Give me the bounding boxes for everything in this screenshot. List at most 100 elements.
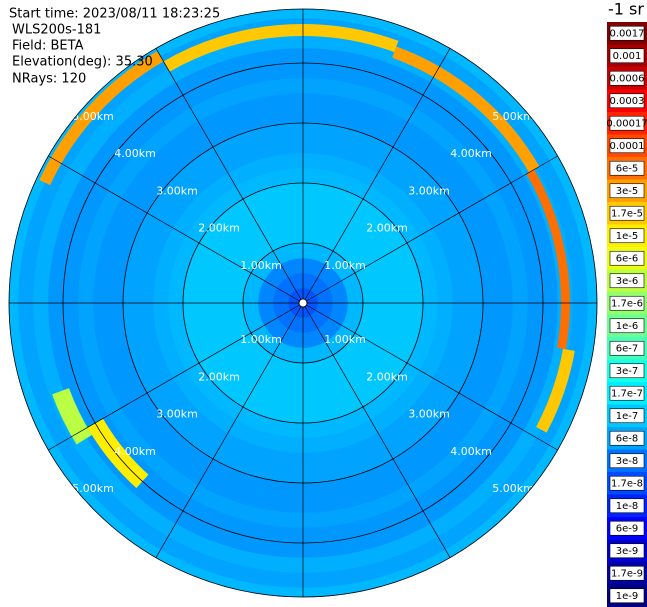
- colorbar-label: 1e-8: [616, 501, 639, 512]
- range-ring: [242, 242, 364, 364]
- colorbar-label-box: [609, 385, 645, 401]
- range-label: 1.00km: [240, 259, 282, 272]
- colorbar-label: 1e-6: [616, 321, 639, 332]
- colorbar-label-box: [609, 250, 645, 266]
- colorbar-label: 6e-6: [616, 253, 639, 264]
- colorbar-label: 1.7e-5: [611, 208, 643, 219]
- range-ring: [122, 122, 484, 484]
- colorbar-label-box: [609, 183, 645, 199]
- header-line: NRays: 120: [12, 72, 86, 87]
- colorbar-label-box: [609, 228, 645, 244]
- colorbar-label-box: [609, 475, 645, 491]
- range-label: 3.00km: [156, 408, 198, 421]
- range-label: 5.00km: [492, 110, 534, 123]
- colorbar-label: 3e-6: [616, 276, 639, 287]
- spoke: [302, 48, 451, 304]
- colorbar-label-box: [609, 565, 645, 581]
- colorbar-label-box: [609, 363, 645, 379]
- range-label: 3.00km: [408, 184, 450, 197]
- range-label: 2.00km: [366, 222, 408, 235]
- header-line: WLS200s-181: [12, 23, 101, 38]
- range-label: 1.00km: [240, 333, 282, 346]
- colorbar-label-box: [609, 205, 645, 221]
- range-label: 4.00km: [114, 445, 156, 458]
- range-label: 2.00km: [198, 370, 240, 383]
- spoke: [302, 155, 558, 304]
- colorbar-label: 1e-5: [616, 231, 639, 242]
- colorbar-label: 3e-7: [616, 366, 639, 377]
- colorbar-label-box: [609, 70, 645, 86]
- colorbar-label: 1e-7: [616, 411, 639, 422]
- colorbar-label-box: [609, 48, 645, 64]
- header-line: Start time: 2023/08/11 18:23:25: [9, 7, 220, 22]
- range-label: 4.00km: [450, 445, 492, 458]
- range-label: 4.00km: [114, 147, 156, 160]
- colorbar-label-box: [609, 498, 645, 514]
- range-label: 2.00km: [366, 370, 408, 383]
- spoke: [155, 302, 304, 558]
- hotspot: [163, 23, 399, 72]
- colorbar-label-box: [609, 160, 645, 176]
- colorbar-label: 6e-7: [616, 343, 639, 354]
- colorbar-label-box: [609, 93, 645, 109]
- colorbar-label: 3e-9: [616, 546, 639, 557]
- colorbar-label: 0.0006: [610, 73, 645, 84]
- colorbar-label-box: [609, 340, 645, 356]
- plot-area: 1.00km 1.00km 1.00km 1.00km 2.00km 2.00km 2.00…: [8, 8, 598, 598]
- range-label: 5.00km: [492, 482, 534, 495]
- colorbar-label-box: [609, 318, 645, 334]
- range-ring: [62, 62, 544, 544]
- colorbar: 0.0017 0.001 0.0006 0.0003 0.00017 0.0001 6e-5…: [606, 22, 647, 607]
- colorbar-label: 1.7e-8: [611, 478, 643, 489]
- header-line: Field: BETA: [12, 39, 84, 54]
- colorbar-label-box: [609, 588, 645, 604]
- range-label: 4.00km: [450, 147, 492, 160]
- colorbar-label-box: [609, 543, 645, 559]
- hotspot: [39, 50, 164, 186]
- colorbar-label-box: [609, 138, 645, 154]
- colorbar-label: 1e-9: [616, 591, 639, 602]
- range-label: 2.00km: [198, 222, 240, 235]
- range-label: 1.00km: [324, 333, 366, 346]
- colorbar-label: 1.7e-7: [611, 388, 643, 399]
- spoke: [48, 155, 304, 304]
- spoke: [302, 302, 451, 558]
- colorbar-label: 0.0003: [610, 96, 645, 107]
- colorbar-label-box: [609, 430, 645, 446]
- hotspot: [536, 348, 575, 433]
- colorbar-label-box: [609, 273, 645, 289]
- colorbar-label: 6e-8: [616, 433, 639, 444]
- colorbar-label-box: [609, 295, 645, 311]
- colorbar-label-box: [609, 520, 645, 536]
- hotspot: [526, 169, 570, 350]
- range-label: 3.00km: [408, 408, 450, 421]
- header-line: Elevation(deg): 35.30: [12, 55, 153, 70]
- colorbar-label-box: [609, 453, 645, 469]
- spoke: [48, 302, 304, 451]
- range-label: 5.00km: [72, 482, 114, 495]
- range-ring: [182, 182, 424, 424]
- colorbar-title: -1 sr: [608, 0, 644, 19]
- colorbar-label: 3e-5: [616, 186, 639, 197]
- colorbar-label: 0.0017: [610, 28, 645, 39]
- hotspot: [392, 46, 540, 173]
- colorbar-label-box: [609, 115, 645, 131]
- spoke: [302, 302, 558, 451]
- colorbar-label: 0.00017: [606, 118, 647, 129]
- range-label: 5.00km: [72, 110, 114, 123]
- plot-border: [8, 8, 598, 598]
- colorbar-label-box: [609, 25, 645, 41]
- hotspot: [87, 418, 149, 489]
- range-label: 1.00km: [324, 259, 366, 272]
- colorbar-label: 6e-5: [616, 163, 639, 174]
- colorbar-label: 1.7e-9: [611, 568, 643, 579]
- colorbar-label: 0.001: [613, 51, 642, 62]
- colorbar-label: 6e-9: [616, 523, 639, 534]
- colorbar-label: 0.0001: [610, 141, 645, 152]
- colorbar-label: 1.7e-6: [611, 298, 643, 309]
- range-label: 3.00km: [156, 184, 198, 197]
- colorbar-label: 3e-8: [616, 456, 639, 467]
- colorbar-label-box: [609, 408, 645, 424]
- spoke: [155, 48, 304, 304]
